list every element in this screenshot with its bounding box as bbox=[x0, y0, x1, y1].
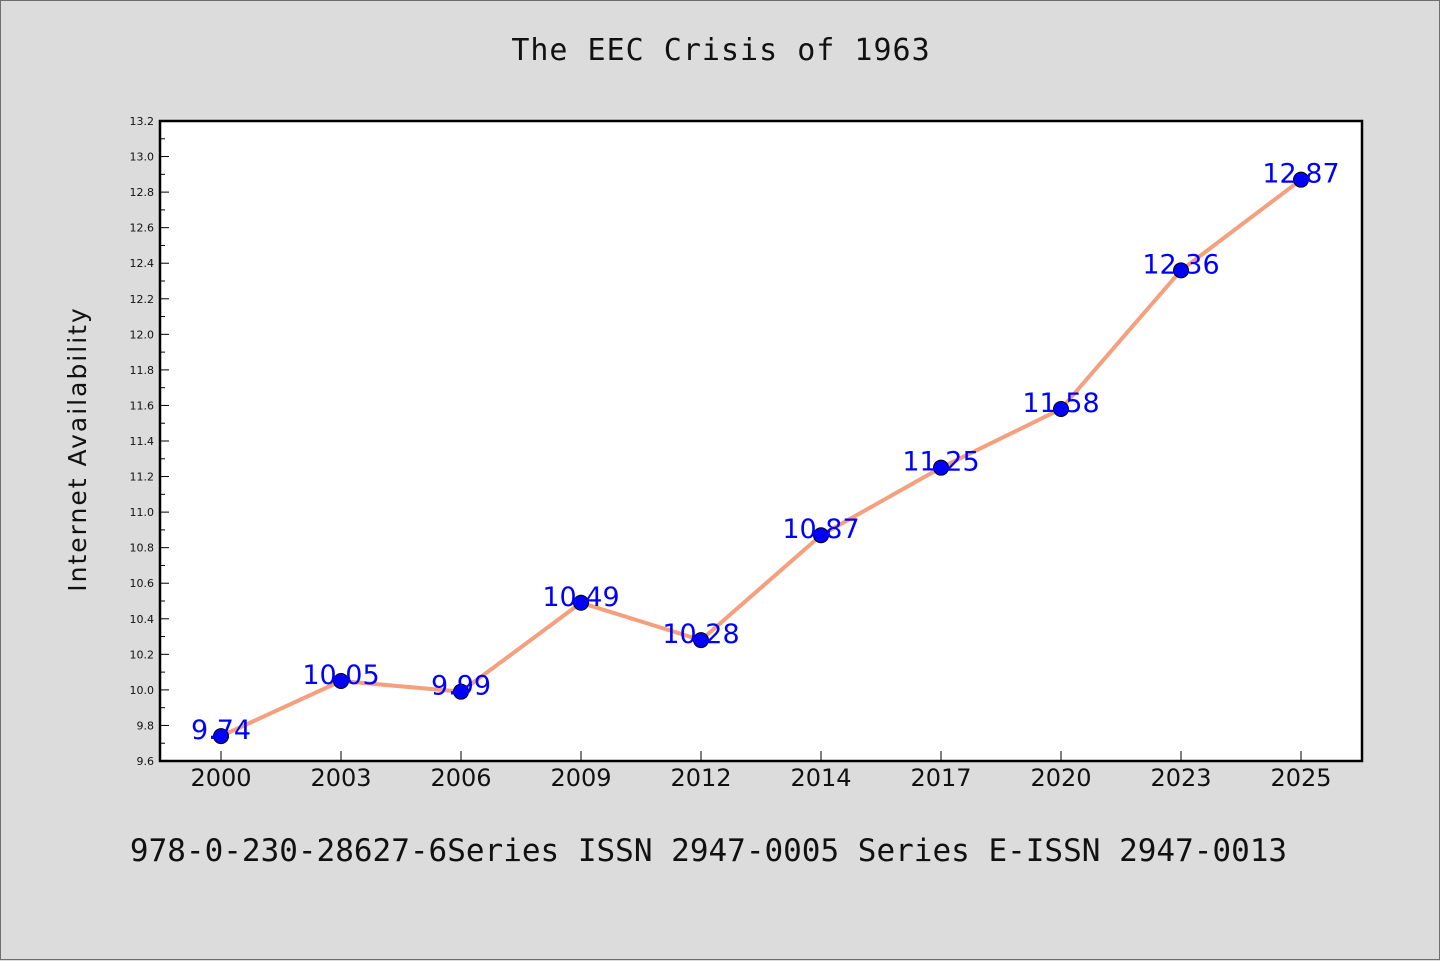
data-point bbox=[813, 527, 829, 544]
x-tick-label: 2006 bbox=[430, 764, 491, 792]
data-label: 12.36 bbox=[1142, 249, 1219, 280]
data-label: 9.74 bbox=[191, 715, 251, 746]
x-tick-label: 2023 bbox=[1150, 764, 1211, 792]
y-tick-label: 11.4 bbox=[130, 435, 155, 448]
data-point bbox=[453, 683, 469, 700]
y-tick-label: 9.8 bbox=[137, 719, 155, 732]
y-tick-label: 11.2 bbox=[130, 471, 155, 484]
data-label: 11.58 bbox=[1022, 388, 1099, 419]
series-line bbox=[220, 178, 1303, 738]
y-tick-label: 10.8 bbox=[130, 542, 155, 555]
plot-background bbox=[158, 119, 1364, 763]
y-tick-label: 11.6 bbox=[130, 399, 155, 412]
data-point bbox=[1053, 401, 1069, 417]
x-tick-label: 2012 bbox=[670, 764, 731, 792]
y-tick-label: 11.0 bbox=[130, 506, 155, 519]
data-label: 10.49 bbox=[542, 582, 619, 613]
y-tick-label: 10.2 bbox=[130, 648, 155, 661]
data-label: 11.25 bbox=[902, 447, 979, 478]
data-point bbox=[1293, 171, 1309, 188]
chart-title: The EEC Crisis of 1963 bbox=[511, 33, 931, 68]
x-tick-label: 2017 bbox=[910, 764, 971, 792]
y-tick-label: 12.4 bbox=[130, 257, 155, 270]
y-tick-label: 10.4 bbox=[130, 613, 155, 626]
y-tick-label: 12.6 bbox=[130, 222, 155, 235]
footer-isbn-text: 978-0-230-28627-6Series ISSN 2947-0005 S… bbox=[129, 833, 1288, 869]
x-tick-label: 2014 bbox=[790, 764, 851, 792]
data-point bbox=[1173, 262, 1189, 279]
data-label: 10.87 bbox=[782, 514, 859, 545]
x-tick-label: 2003 bbox=[310, 764, 371, 792]
x-tick-label: 2020 bbox=[1030, 764, 1091, 792]
y-tick-label: 10.6 bbox=[130, 577, 155, 590]
x-tick-label: 2000 bbox=[190, 764, 251, 792]
x-tick-label: 2009 bbox=[550, 764, 611, 792]
y-tick-label: 9.6 bbox=[137, 755, 155, 768]
y-tick-label: 11.8 bbox=[130, 364, 155, 377]
data-point bbox=[693, 632, 709, 649]
y-tick-label: 13.2 bbox=[130, 115, 155, 128]
y-axis-label: Internet Availability bbox=[63, 306, 92, 591]
plot-area: 9.6 9.8 10.0 10.2 10.4 10.6 10.8 11.0 11.2 11.4 11… bbox=[63, 115, 1364, 792]
data-point bbox=[333, 673, 349, 689]
x-tick-label: 2025 bbox=[1270, 764, 1331, 792]
data-label: 9.99 bbox=[431, 671, 491, 702]
data-label: 10.05 bbox=[302, 660, 379, 691]
data-point bbox=[573, 594, 589, 611]
data-label: 12.87 bbox=[1262, 159, 1339, 190]
y-tick-label: 13.0 bbox=[130, 151, 155, 164]
y-tick-label: 12.0 bbox=[130, 328, 155, 341]
y-tick-label: 12.2 bbox=[130, 293, 155, 306]
data-label: 10.28 bbox=[662, 619, 739, 650]
data-point bbox=[213, 728, 229, 745]
y-tick-label: 12.8 bbox=[130, 186, 155, 199]
y-tick-label: 10.0 bbox=[130, 684, 155, 697]
data-point bbox=[933, 459, 949, 476]
